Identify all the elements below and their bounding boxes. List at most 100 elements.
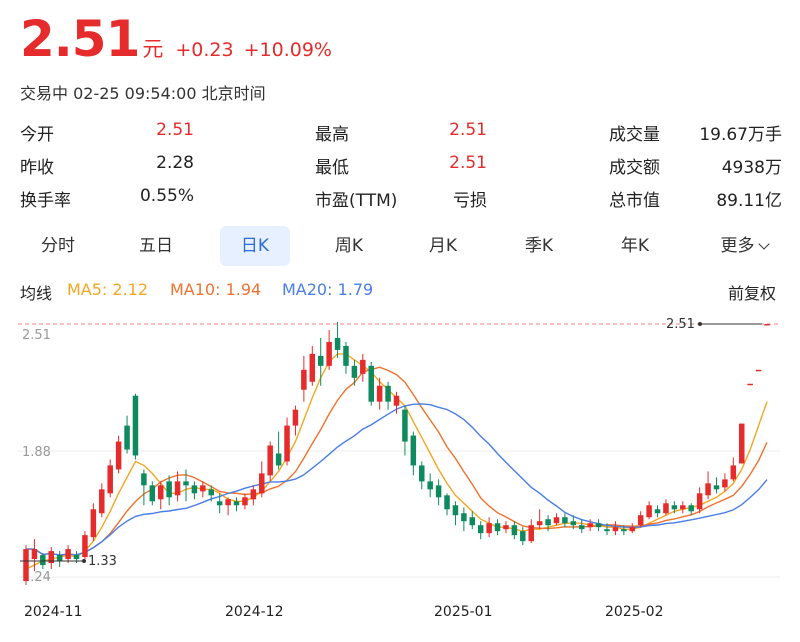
candle-body: [259, 473, 265, 494]
candle-body: [427, 481, 433, 490]
stats-row: 换手率 0.55% 市盈(TTM) 亏损 总市值 89.11亿: [20, 182, 785, 215]
candle-body: [334, 337, 341, 350]
candle-body: [477, 525, 484, 534]
ma-legend: 均线 MA5: 2.12 MA10: 1.94 MA20: 1.79 前复权: [20, 280, 785, 304]
stat-value-turnover-rate: 0.55%: [139, 186, 194, 206]
candle-body: [317, 355, 324, 366]
stat-value-low: 2.51: [449, 153, 487, 173]
candle-body: [705, 483, 711, 496]
max-marker-dot: [698, 322, 702, 326]
tab-daily-k[interactable]: 日K: [220, 226, 290, 266]
candle-body: [157, 485, 164, 500]
quote-header: 2.51 元 +0.23 +10.09%: [20, 14, 332, 64]
candle-body: [149, 485, 156, 502]
candle-body: [267, 445, 273, 476]
candle-body: [587, 523, 593, 528]
candle-body: [764, 324, 770, 326]
ma5-value: MA5: 2.12: [67, 280, 149, 299]
ma10-value: MA10: 1.94: [170, 280, 262, 299]
candle-body: [419, 465, 425, 482]
candle-body: [612, 527, 619, 532]
candle-body: [141, 473, 147, 486]
stat-value-market-cap: 89.11亿: [716, 191, 782, 211]
candle-body: [73, 555, 80, 560]
stat-label-open: 今开: [20, 125, 54, 145]
candle-body: [368, 365, 374, 402]
candle-body: [56, 555, 63, 562]
candle-body: [671, 505, 678, 510]
tab-yearly-k[interactable]: 年K: [620, 236, 650, 256]
tab-quarterly-k[interactable]: 季K: [524, 236, 554, 256]
candle-body: [166, 481, 172, 498]
y-tick-label: 1.24: [22, 570, 51, 585]
candle-body: [680, 505, 686, 510]
candle-body: [48, 551, 55, 564]
trading-status: 交易中 02-25 09:54:00 北京时间: [20, 84, 266, 103]
y-tick-label: 1.88: [22, 445, 51, 460]
x-axis-label: 2025-02: [605, 604, 664, 620]
candle-body: [376, 385, 383, 402]
candle-body: [242, 497, 248, 506]
candle-body: [216, 501, 223, 506]
candle-body: [183, 481, 189, 486]
tab-five-day[interactable]: 五日: [139, 236, 173, 256]
tab-intraday[interactable]: 分时: [41, 236, 75, 256]
stat-value-open: 2.51: [156, 120, 194, 140]
candlestick-chart[interactable]: 2.51 1.88 1.24 2.51 1.33: [0, 312, 800, 604]
stat-label-market-cap: 总市值: [609, 191, 660, 211]
candle-body: [90, 509, 97, 538]
candle-body: [637, 515, 644, 526]
candle-body: [410, 435, 417, 466]
candle-body: [275, 453, 282, 466]
stat-label-turnover-rate: 换手率: [20, 191, 71, 211]
candle-body: [511, 525, 518, 536]
candle-body: [82, 535, 88, 558]
stat-label-high: 最高: [315, 125, 349, 145]
candle-body: [225, 499, 231, 506]
stat-label-prev-close: 昨收: [20, 158, 54, 178]
candle-body: [747, 383, 753, 386]
candle-body: [713, 485, 720, 490]
x-axis-label: 2025-01: [434, 604, 493, 620]
candle-body: [124, 425, 130, 450]
tab-monthly-k[interactable]: 月K: [428, 236, 458, 256]
current-price: 2.51: [20, 10, 140, 68]
adjust-mode-button[interactable]: 前复权: [728, 284, 777, 303]
stats-row: 今开 2.51 最高 2.51 成交量 19.67万手: [20, 116, 785, 149]
candle-body: [31, 549, 38, 560]
tab-more[interactable]: 更多: [698, 226, 790, 266]
candle-body: [107, 465, 113, 494]
candle-body: [444, 495, 450, 510]
candle-body: [385, 385, 391, 402]
candle-body: [452, 505, 459, 516]
candle-body: [360, 359, 366, 374]
candle-body: [755, 369, 762, 372]
candle-body: [604, 529, 610, 532]
candle-body: [688, 505, 694, 512]
candle-body: [351, 365, 358, 378]
ma5-line: [25, 353, 768, 570]
ma10-line: [26, 366, 768, 556]
candle-body: [343, 345, 349, 366]
candle-body: [402, 409, 408, 442]
price-change: +0.23: [175, 39, 234, 61]
candle-body: [132, 395, 139, 456]
candle-body: [730, 465, 737, 480]
stat-label-low: 最低: [315, 158, 349, 178]
candle-body: [562, 517, 568, 524]
stat-value-turnover-amount: 4938万: [721, 158, 782, 178]
candle-body: [326, 341, 332, 366]
candle-body: [233, 501, 240, 506]
candle-body: [536, 521, 543, 526]
candle-body: [65, 549, 71, 560]
min-marker-dot: [82, 559, 86, 563]
tab-weekly-k[interactable]: 周K: [334, 236, 364, 256]
candle-body: [461, 513, 467, 522]
candle-body: [99, 489, 105, 514]
candle-body: [435, 485, 442, 498]
y-tick-label: 2.51: [22, 328, 51, 343]
candle-body: [528, 525, 534, 542]
candle-body: [553, 517, 560, 524]
candle-body: [654, 509, 661, 514]
candle-body: [696, 493, 703, 510]
